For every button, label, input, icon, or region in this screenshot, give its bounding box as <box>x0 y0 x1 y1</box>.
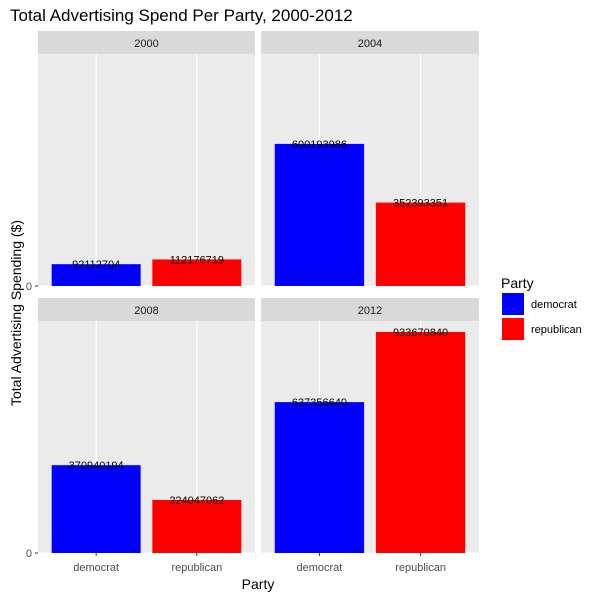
x-tick-label: republican <box>171 562 222 574</box>
data-label: 637356640 <box>292 397 347 409</box>
data-label: 933670840 <box>393 327 448 339</box>
bar-2004-democrat <box>274 143 365 286</box>
bar-2000-republican <box>152 259 242 286</box>
panel-2012: 2012 637356640 933670840 democrat republican <box>261 298 479 574</box>
panel-2008: 2008 370940194 224047062 0 democrat republica… <box>26 298 255 574</box>
panel-background <box>38 54 255 286</box>
data-label: 92112704 <box>72 259 120 271</box>
bar-2000-democrat <box>51 264 141 286</box>
y-tick-label: 0 <box>26 281 32 293</box>
panel-2000: 2000 92112704 112176719 0 <box>26 31 255 293</box>
legend-label-democrat: democrat <box>531 299 577 311</box>
strip-background <box>38 31 255 54</box>
data-label: 352393351 <box>393 198 448 210</box>
legend-entries: democrat republican <box>502 293 582 340</box>
chart-title: Total Advertising Spend Per Party, 2000-… <box>10 6 353 25</box>
strip-label: 2012 <box>358 305 382 317</box>
x-axis-label: Party <box>242 576 275 592</box>
panel-2004: 2004 600193986 352393351 <box>261 31 479 287</box>
legend: Party democrat republican <box>501 275 582 340</box>
y-tick-label: 0 <box>26 548 32 560</box>
bar-2012-republican <box>375 331 466 553</box>
strip-label: 2008 <box>134 305 158 317</box>
bar-2008-republican <box>152 499 242 553</box>
legend-label-republican: republican <box>531 324 582 336</box>
data-label: 224047062 <box>169 495 224 507</box>
bar-2004-republican <box>375 202 466 286</box>
data-label: 112176719 <box>170 254 224 266</box>
legend-title: Party <box>501 275 534 291</box>
x-tick-label: republican <box>395 562 446 574</box>
x-tick-label: democrat <box>296 562 342 574</box>
data-label: 370940194 <box>69 460 124 472</box>
facet-panels: 2000 92112704 112176719 0 2004 600193986 35239… <box>26 31 479 574</box>
legend-key-republican <box>502 318 524 340</box>
x-tick-label: democrat <box>73 562 119 574</box>
bar-2012-democrat <box>274 402 365 553</box>
strip-label: 2000 <box>134 38 158 50</box>
strip-background <box>261 31 479 54</box>
strip-label: 2004 <box>358 38 382 50</box>
bar-2008-democrat <box>51 465 141 553</box>
y-axis-label: Total Advertising Spending ($) <box>8 220 24 406</box>
strip-background <box>261 298 479 321</box>
strip-background <box>38 298 255 321</box>
data-label: 600193986 <box>292 139 347 151</box>
legend-key-democrat <box>502 293 524 315</box>
